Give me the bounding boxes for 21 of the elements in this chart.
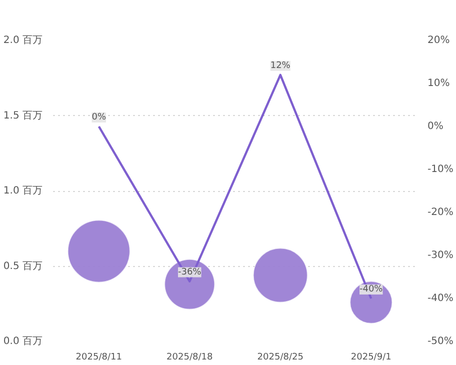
x-tick-label: 2025/9/1 bbox=[350, 352, 392, 362]
data-label: -36% bbox=[178, 267, 202, 278]
y2-tick-label: -30% bbox=[428, 250, 454, 261]
x-tick-label: 2025/8/18 bbox=[166, 352, 213, 362]
x-tick-label: 2025/8/25 bbox=[257, 352, 304, 362]
y2-tick-label: -20% bbox=[428, 207, 454, 218]
y2-tick-label: -50% bbox=[428, 336, 454, 347]
y2-tick-label: 20% bbox=[428, 35, 450, 46]
y2-tick-label: 0% bbox=[428, 121, 444, 132]
x-tick-label: 2025/8/11 bbox=[76, 352, 122, 362]
y-tick-label: 0.0 百万 bbox=[3, 336, 43, 347]
y-tick-label: 1.0 百万 bbox=[3, 186, 43, 196]
data-label: -40% bbox=[360, 284, 384, 294]
y-tick-label: 2.0 百万 bbox=[3, 35, 43, 46]
y2-tick-label: -40% bbox=[428, 293, 454, 304]
y2-tick-label: -10% bbox=[428, 164, 454, 175]
data-label: 12% bbox=[270, 60, 291, 71]
y-tick-label: 1.5 百万 bbox=[3, 110, 43, 122]
y2-tick-label: 10% bbox=[428, 78, 450, 89]
data-label: 0% bbox=[92, 112, 106, 122]
y-tick-label: 0.5 百万 bbox=[3, 260, 43, 272]
